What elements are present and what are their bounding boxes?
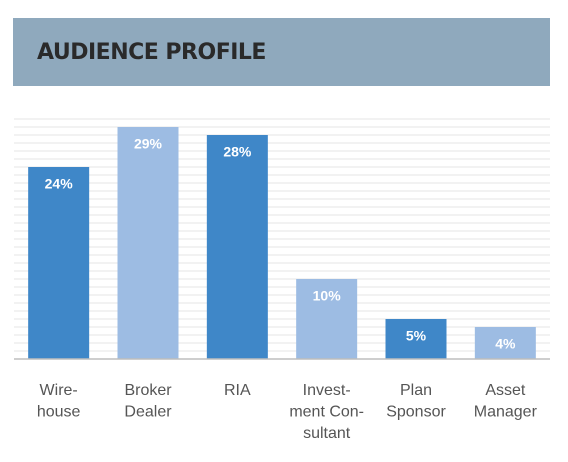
- value-label: 10%: [313, 288, 342, 304]
- bar: [117, 127, 179, 359]
- x-tick-label-line: Manager: [474, 404, 538, 421]
- value-label: 4%: [495, 336, 516, 352]
- bar: [296, 279, 358, 359]
- x-tick-label: Wire-house: [37, 382, 81, 421]
- x-tick-label: Asset Manager: [474, 382, 538, 421]
- x-tick-label: Invest-ment Con-sultant: [289, 382, 364, 442]
- x-tick-label-line: Invest-: [303, 382, 351, 399]
- bar: [474, 327, 536, 359]
- x-tick-label: RIA: [224, 382, 251, 399]
- x-tick-label-line: Broker: [124, 382, 172, 399]
- x-tick-label: Broker Dealer: [124, 382, 172, 421]
- x-tick-label-line: Dealer: [124, 404, 172, 421]
- value-label: 29%: [134, 136, 163, 152]
- bar: [28, 167, 90, 359]
- value-label: 5%: [406, 328, 427, 344]
- value-label: 28%: [223, 144, 252, 160]
- bar: [385, 319, 447, 359]
- x-tick-label-line: Sponsor: [386, 404, 446, 421]
- x-tick-label-line: sultant: [303, 425, 351, 442]
- x-tick-label-line: Asset: [485, 382, 526, 399]
- bar: [206, 135, 268, 359]
- x-tick-label-line: Plan: [400, 382, 432, 399]
- value-label: 24%: [45, 176, 74, 192]
- chart-title: AUDIENCE PROFILE: [37, 40, 266, 65]
- x-tick-label-line: house: [37, 404, 81, 421]
- x-tick-label: Plan Sponsor: [386, 382, 446, 421]
- x-tick-label-line: RIA: [224, 382, 251, 399]
- x-tick-label-line: ment Con-: [289, 404, 364, 421]
- header-band: [13, 18, 550, 86]
- x-tick-label-line: Wire-: [40, 382, 78, 399]
